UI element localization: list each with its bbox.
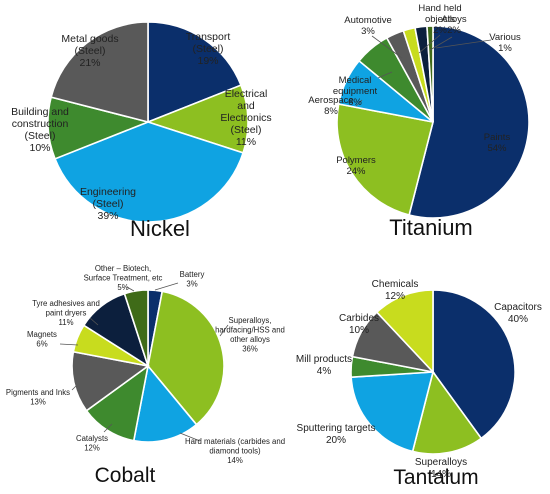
leader-line xyxy=(371,35,403,59)
leader-line xyxy=(355,99,363,107)
pie-chart-nickel: Transport (Steel) 19% Electrical and Electron… xyxy=(11,21,272,241)
pie-slice xyxy=(71,350,150,412)
slice-label: Automotive 3% xyxy=(344,15,392,37)
slice-label: Metal goods (Steel) 21% xyxy=(61,33,118,69)
leader-line xyxy=(71,385,77,391)
slice-label: Tyre adhesives and paint dryers 11% xyxy=(32,299,100,327)
leader-line xyxy=(154,282,179,291)
slice-label: Aerospace 8% xyxy=(308,95,353,117)
pie-chart-cobalt: Battery 3% Superalloys, hardfacing/HSS and o… xyxy=(6,264,285,487)
leader-line xyxy=(418,34,441,54)
slice-label: Medical equipment 6% xyxy=(333,75,378,108)
pie-slice xyxy=(145,84,249,154)
leader-line xyxy=(179,432,201,442)
leader-line xyxy=(219,324,229,337)
pie-chart-tantalum: Capacitors 40% Superalloys 14% Sputtering ta… xyxy=(296,279,542,489)
slice-label: Superalloys 14% xyxy=(415,457,467,480)
leader-line xyxy=(377,71,393,79)
pie-slice xyxy=(53,121,245,223)
slice-label: Chemicals 12% xyxy=(372,279,419,302)
chart-title: Titanium xyxy=(389,215,473,240)
slice-label: Hard materials (carbides and diamond tool… xyxy=(185,437,285,465)
slice-label: Capacitors 40% xyxy=(494,302,542,325)
pie-slice xyxy=(350,371,435,453)
pie-slice xyxy=(50,21,149,124)
slice-label: Alloys 2% xyxy=(441,14,467,36)
leader-line xyxy=(103,423,113,433)
pie-slice xyxy=(375,289,434,375)
slice-label: Sputtering targets 20% xyxy=(297,423,376,446)
slice-label: Mill products 4% xyxy=(296,354,352,377)
pie-slice xyxy=(147,21,243,124)
pie-slice xyxy=(426,25,434,123)
pie-slice xyxy=(132,364,198,443)
slice-label: Catalysts 12% xyxy=(76,434,108,453)
chart-title: Tantalum xyxy=(393,466,478,489)
chart-title: Nickel xyxy=(130,216,190,241)
slice-label: Carbides 10% xyxy=(339,313,379,336)
slice-label: Other – Biotech, Surface Treatment, etc 5% xyxy=(84,264,163,292)
slice-label: Paints 54% xyxy=(484,132,511,154)
slice-label: Electrical and Electronics (Steel) 11% xyxy=(220,88,271,148)
slice-label: Polymers 24% xyxy=(336,155,376,177)
leader-line xyxy=(59,343,79,346)
leader-line xyxy=(89,317,99,326)
leader-line xyxy=(429,36,453,51)
slice-label: Building and construction (Steel) 10% xyxy=(11,106,69,154)
pie-slice xyxy=(123,289,149,367)
leader-line xyxy=(435,39,492,49)
leader-line xyxy=(126,286,135,292)
pie-slice xyxy=(408,25,530,219)
slice-label: Pigments and Inks 13% xyxy=(6,388,70,407)
pie-slice xyxy=(411,370,483,455)
pie-slice xyxy=(336,103,434,216)
slice-label: Hand held objects 2% xyxy=(418,3,461,36)
pie-chart-titanium: Paints 54% Polymers 24% Aerospace 8%Medical eq… xyxy=(308,3,530,240)
slice-label: Various 1% xyxy=(489,32,521,54)
slice-label: Magnets 6% xyxy=(27,330,57,349)
slice-label: Transport (Steel) 19% xyxy=(186,31,231,67)
slice-label: Superalloys, hardfacing/HSS and other allo… xyxy=(215,316,285,354)
chart-title: Cobalt xyxy=(95,464,156,487)
slice-label: Battery 3% xyxy=(180,270,205,289)
pie-slice xyxy=(147,290,225,426)
slice-label: Engineering (Steel) 39% xyxy=(80,186,136,222)
pie-slice xyxy=(432,289,516,440)
